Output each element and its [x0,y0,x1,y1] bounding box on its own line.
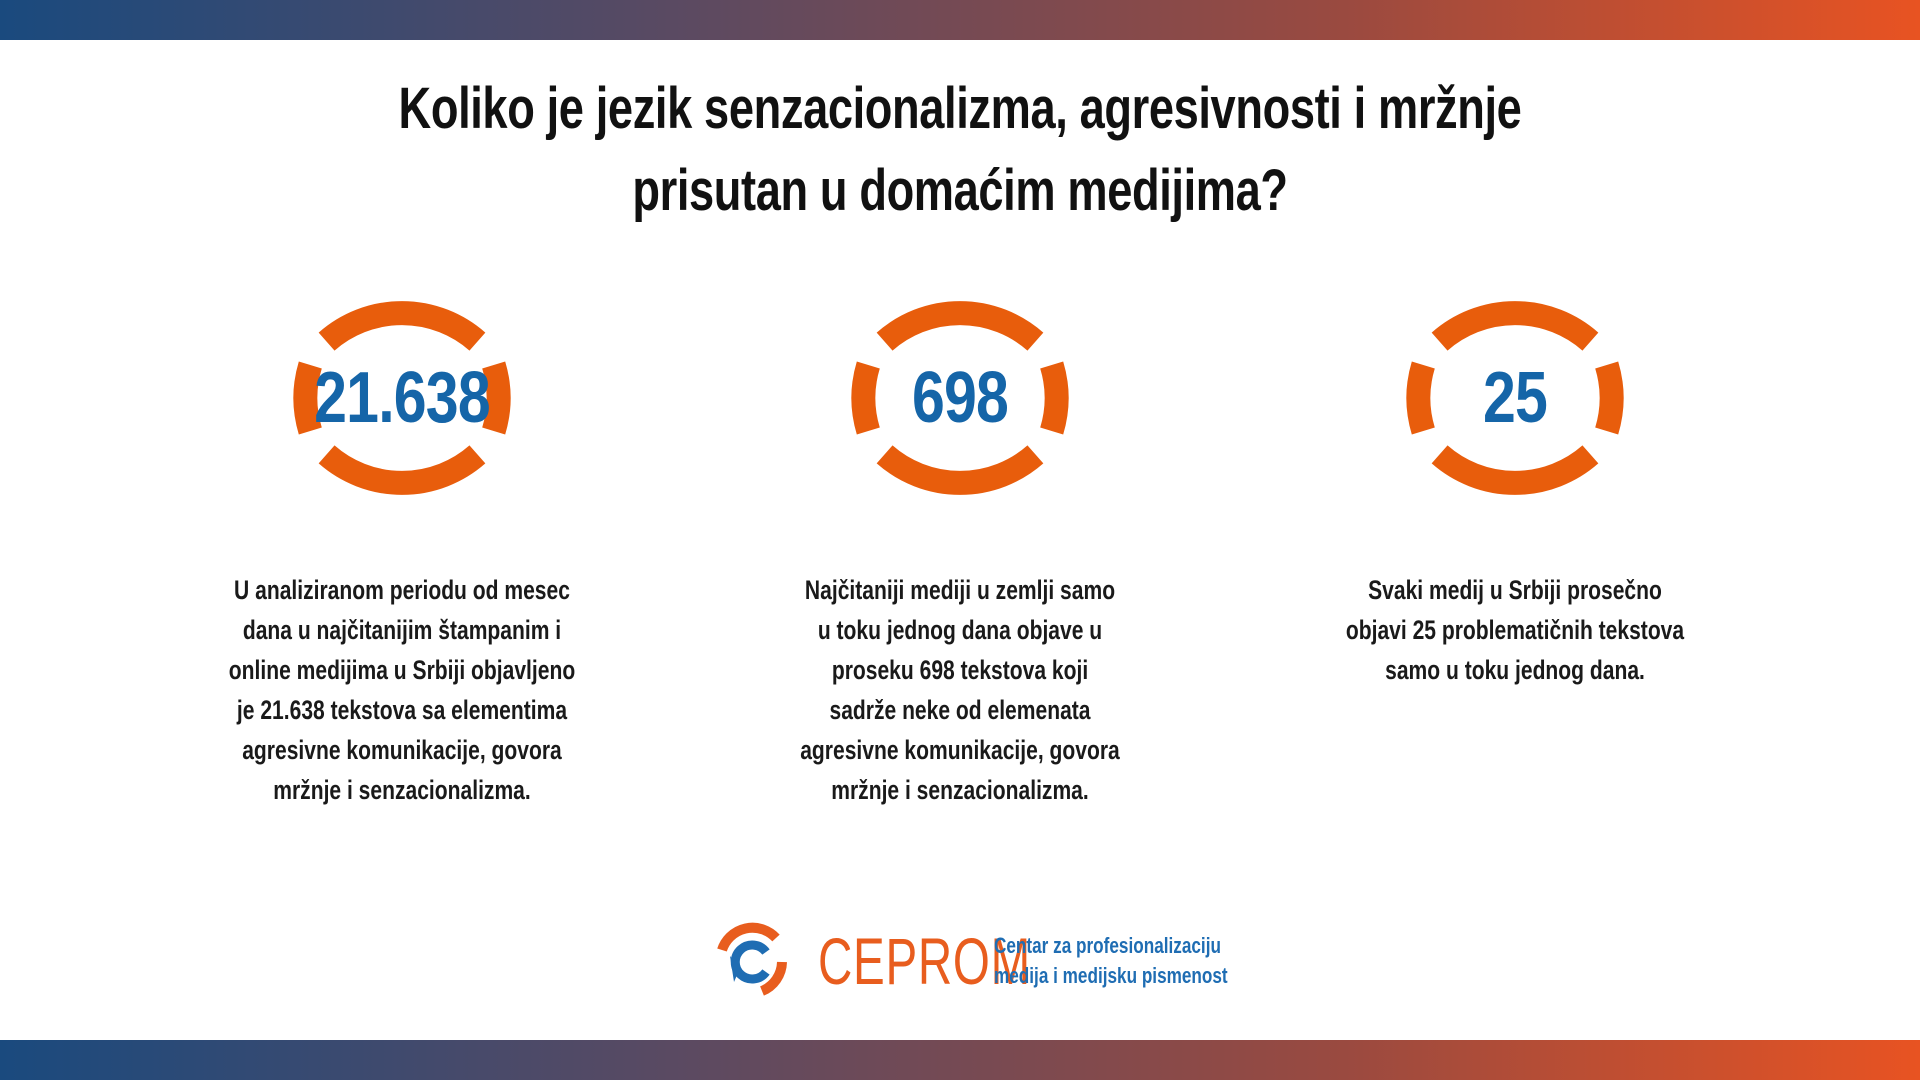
bottom-gradient-bar [0,1040,1920,1080]
stat-value: 698 [911,358,1009,438]
segmented-ring-icon [293,301,511,495]
stat-description: Najčitaniji mediji u zemlji samo u toku … [742,570,1179,810]
desc-line: agresivne komunikacije, govora [242,735,562,765]
desc-line: online medijima u Srbiji objavljeno [228,655,576,685]
stat-description: Svaki medij u Srbiji prosečno objavi 25 … [1297,570,1734,690]
stat-card-1: 21.638 U analiziranom periodu od mesec d… [122,270,682,810]
desc-line: mržnje i senzacionalizma. [273,775,531,805]
segmented-ring-icon [851,301,1069,495]
desc-line: samo u toku jednog dana. [1385,655,1645,685]
tagline-line-2: medija i medijsku pismenost [994,963,1228,988]
desc-line: proseku 698 tekstova koji [831,655,1089,685]
desc-line: u toku jednog dana objave u [817,615,1103,645]
stat-value: 21.638 [314,358,490,438]
ceprom-logo: CEPROM Centar za profesionalizaciju medi… [710,918,1294,1004]
logo-name: CEPROM [818,924,1031,998]
title-line-1: Koliko je jezik senzacionalizma, agresiv… [398,76,1522,141]
desc-line: agresivne komunikacije, govora [800,735,1120,765]
stat-value: 25 [1482,358,1548,438]
stat-description: U analiziranom periodu od mesec dana u n… [184,570,621,810]
ring-1: 21.638 [274,270,530,526]
desc-line: Svaki medij u Srbiji prosečno [1368,575,1662,605]
logo-tagline: Centar za profesionalizaciju medija i me… [994,931,1228,991]
top-gradient-bar [0,0,1920,40]
desc-line: Najčitaniji mediji u zemlji samo [804,575,1116,605]
tagline-line-1: Centar za profesionalizaciju [994,933,1221,958]
desc-line: sadrže neke od elemenata [829,695,1091,725]
stat-card-2: 698 Najčitaniji mediji u zemlji samo u t… [680,270,1240,810]
ceprom-logo-icon [717,922,787,996]
stat-card-3: 25 Svaki medij u Srbiji prosečno objavi … [1235,270,1795,690]
desc-line: dana u najčitanijim štampanim i [242,615,562,645]
desc-line: je 21.638 tekstova sa elementima [236,695,568,725]
desc-line: objavi 25 problematičnih tekstova [1345,615,1685,645]
desc-line: mržnje i senzacionalizma. [831,775,1089,805]
page-title: Koliko je jezik senzacionalizma, agresiv… [211,68,1709,232]
desc-line: U analiziranom periodu od mesec [234,575,570,605]
ring-2: 698 [832,270,1088,526]
segmented-ring-icon [1406,301,1624,495]
ring-3: 25 [1387,270,1643,526]
title-line-2: prisutan u domaćim medijima? [632,158,1288,223]
